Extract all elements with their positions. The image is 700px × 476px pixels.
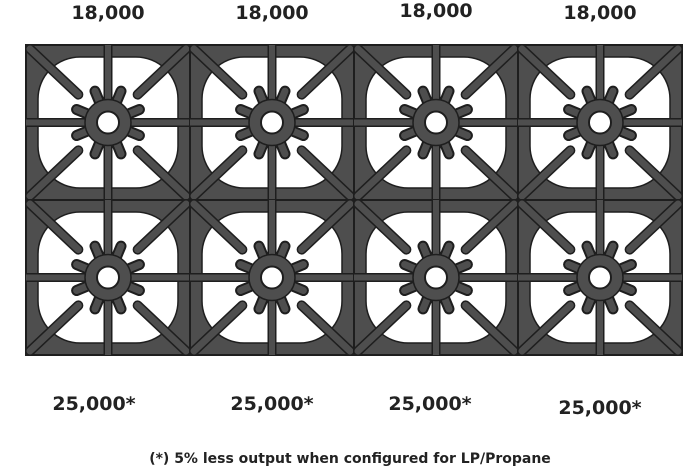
footnote: (*) 5% less output when configured for L… (149, 451, 551, 467)
burner-center (588, 265, 612, 290)
burner-grate (353, 44, 519, 201)
grate-diagonal (462, 146, 518, 200)
grate-diagonal (626, 146, 682, 200)
grate-diagonal (462, 301, 518, 355)
grate-diagonal (462, 200, 518, 254)
burner-head (563, 240, 637, 315)
burner-grate (25, 199, 191, 356)
burner-center (424, 110, 448, 135)
top-third-burner-btu: 18,000 (399, 0, 473, 22)
grate-diagonal (354, 146, 410, 200)
burner-center (588, 110, 612, 135)
grate-diagonal (134, 45, 190, 99)
burner-grate (25, 44, 191, 201)
burner-head (235, 240, 309, 315)
burner-head (71, 85, 145, 160)
burner-grate (189, 199, 355, 356)
grate-diagonal (134, 146, 190, 200)
grate-diagonal (518, 45, 574, 99)
grate-diagonal (518, 301, 574, 355)
burner-center (260, 265, 284, 290)
grate-diagonal (190, 301, 246, 355)
grate-diagonal (298, 146, 354, 200)
grate-diagonal (462, 45, 518, 99)
grate-diagonal (26, 200, 82, 254)
grate-diagonal (354, 45, 410, 99)
grate-diagonal (626, 200, 682, 254)
grate-diagonal (626, 301, 682, 355)
burner-center (424, 265, 448, 290)
grate-diagonal (626, 45, 682, 99)
burner-head (399, 240, 473, 315)
grate-diagonal (518, 200, 574, 254)
burner-center (96, 110, 120, 135)
grate-diagonal (298, 301, 354, 355)
burner-grate (353, 199, 519, 356)
bottom-third-burner-btu: 25,000* (388, 393, 472, 415)
bottom-right-burner-btu: 25,000* (558, 397, 642, 419)
burner-head (71, 240, 145, 315)
burner-grate (189, 44, 355, 201)
grate-diagonal (26, 146, 82, 200)
grate-diagonal (298, 200, 354, 254)
grate-diagonal (354, 200, 410, 254)
grate-diagonal (26, 301, 82, 355)
top-second-burner-btu: 18,000 (235, 2, 309, 24)
grate-diagonal (26, 45, 82, 99)
burner-head (399, 85, 473, 160)
burner-center (96, 265, 120, 290)
burner-head (563, 85, 637, 160)
grate-diagonal (190, 146, 246, 200)
grate-diagonal (190, 200, 246, 254)
grate-diagonal (354, 301, 410, 355)
grate-diagonal (134, 200, 190, 254)
burner-grate (517, 44, 683, 201)
burner-center (260, 110, 284, 135)
grate-diagonal (134, 301, 190, 355)
grate-diagonal (518, 146, 574, 200)
top-left-burner-btu: 18,000 (71, 2, 145, 24)
burner-head (235, 85, 309, 160)
burner-grate (517, 199, 683, 356)
bottom-second-burner-btu: 25,000* (230, 393, 314, 415)
grate-diagonal (190, 45, 246, 99)
bottom-left-burner-btu: 25,000* (52, 393, 136, 415)
top-right-burner-btu: 18,000 (563, 2, 637, 24)
grate-diagonal (298, 45, 354, 99)
